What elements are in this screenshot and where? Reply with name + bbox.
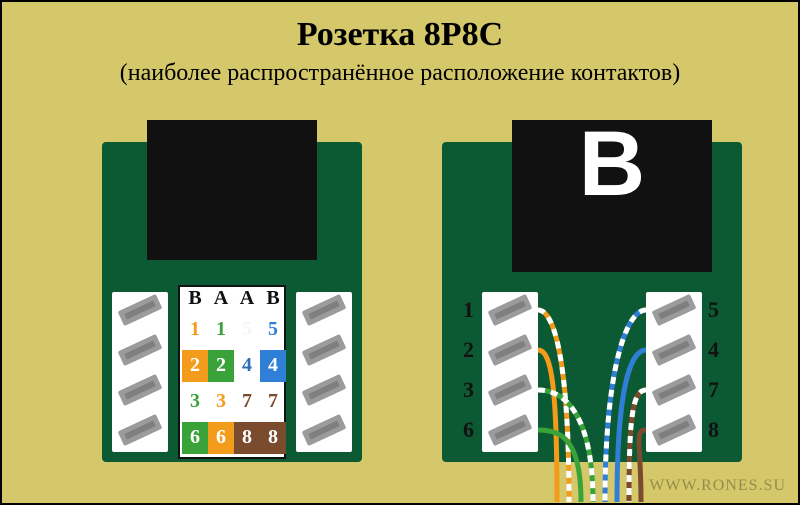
- num-cell: 4: [260, 355, 286, 375]
- num-cell: 3: [208, 391, 234, 411]
- watermark: WWW.RONES.SU: [649, 477, 786, 495]
- pin-label: 5: [708, 297, 719, 323]
- num-cell: 8: [260, 427, 286, 447]
- num-cell: 2: [182, 355, 208, 375]
- num-cell: 1: [182, 319, 208, 339]
- pin-label: 8: [708, 417, 719, 443]
- num-cell: 5: [260, 319, 286, 339]
- pin-label: 4: [708, 337, 719, 363]
- num-cell: 6: [208, 427, 234, 447]
- num-cell: 8: [234, 427, 260, 447]
- num-cell: 2: [208, 355, 234, 375]
- pin-label: 7: [708, 377, 719, 403]
- diagram-canvas: Розетка 8P8C (наиболее распространённое …: [0, 0, 800, 505]
- num-cell: 6: [182, 427, 208, 447]
- header-cell: B: [260, 288, 286, 308]
- header-cell: A: [208, 288, 234, 308]
- num-cell: 5: [234, 319, 260, 339]
- pin-label: 6: [463, 417, 474, 443]
- num-cell: 3: [182, 391, 208, 411]
- num-cell: 7: [234, 391, 260, 411]
- num-cell: 7: [260, 391, 286, 411]
- pin-label: 3: [463, 377, 474, 403]
- pin-label: 1: [463, 297, 474, 323]
- num-cell: 1: [208, 319, 234, 339]
- pin-label: 2: [463, 337, 474, 363]
- num-cell: 4: [234, 355, 260, 375]
- header-cell: A: [234, 288, 260, 308]
- header-cell: B: [182, 288, 208, 308]
